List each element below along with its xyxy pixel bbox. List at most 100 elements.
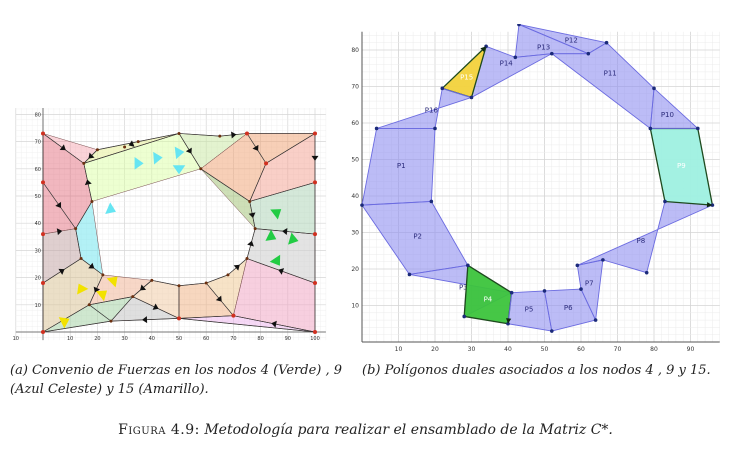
member-line	[249, 163, 267, 202]
polygon-label-p9: P9	[677, 162, 686, 170]
x-tick-label: 90	[687, 346, 695, 352]
node-point	[74, 227, 78, 231]
member-line	[151, 279, 180, 287]
caption-b: (b) Polígonos duales asociados a los nod…	[362, 363, 711, 378]
vertex-point	[466, 263, 470, 268]
vertex-point	[601, 258, 605, 262]
colored-force-arrow	[288, 232, 299, 245]
x-tick-label: 70	[614, 346, 622, 352]
node-point	[253, 227, 257, 231]
polygon-label-p1: P1	[397, 162, 406, 170]
vertex-point	[469, 95, 474, 100]
x-tick-label: 30	[121, 336, 127, 342]
x-tick-label: 90	[285, 336, 291, 342]
member-line	[206, 274, 229, 284]
colored-force-arrow	[270, 209, 282, 220]
polygon-label-p5: P5	[525, 306, 534, 314]
force-arrow	[84, 179, 92, 186]
colored-force-arrow	[58, 317, 70, 329]
colored-force-arrow	[265, 229, 277, 241]
vertex-point	[374, 126, 379, 131]
edge-arrowhead	[506, 318, 512, 324]
x-tick-label: 60	[203, 336, 209, 342]
node-point	[41, 180, 45, 185]
node-point	[131, 295, 135, 299]
member-line	[249, 182, 316, 202]
force-arrow	[58, 268, 65, 275]
vertex-point	[407, 272, 412, 277]
force-arrow	[140, 284, 147, 291]
vertex-point	[586, 51, 591, 56]
force-arrow	[233, 264, 240, 271]
vertex-point	[663, 199, 667, 204]
nodes	[41, 131, 317, 334]
node-point	[90, 199, 94, 203]
vertex-point	[429, 199, 434, 204]
node-point	[41, 232, 45, 237]
caption-a: (a) Convenio de Fuerzas en los nodos 4 (…	[10, 363, 343, 397]
x-tick-label: 10	[13, 336, 19, 342]
x-tick-label: 10	[67, 336, 73, 342]
y-tick-label: 20	[35, 276, 41, 282]
member-line	[89, 296, 133, 306]
node-point	[95, 148, 99, 152]
polygon-label-p11: P11	[604, 69, 617, 77]
member-line	[265, 133, 316, 164]
figure-text: Metodología para realizar el ensamblado …	[204, 422, 613, 438]
node-point	[245, 257, 249, 261]
x-tick-label: 60	[577, 346, 585, 352]
vertex-point	[517, 24, 521, 27]
y-tick-label: 60	[351, 120, 359, 127]
force-arrow	[252, 144, 259, 151]
y-tick-label: 40	[351, 193, 359, 200]
node-point	[231, 313, 236, 318]
force-arrow	[152, 303, 159, 310]
polygon-label-p4: P4	[484, 296, 493, 304]
x-tick-label: 100	[310, 336, 320, 342]
y-tick-label: 80	[351, 47, 359, 54]
figure-label: Figura 4.9:	[118, 422, 200, 438]
y-tick-label: 40	[35, 221, 41, 227]
member-line	[75, 228, 82, 259]
force-arrow	[231, 131, 237, 139]
member-line	[200, 168, 250, 202]
vertices	[360, 24, 715, 333]
node-point	[264, 161, 269, 166]
dual-polygons: P1 P2 P3 P4 P5 P6 P7 P8 P9 P10 P11 P12 P13 P14 P15 P16	[361, 24, 714, 332]
force-arrow	[282, 228, 288, 236]
member-line	[178, 133, 220, 137]
edge-arrowhead	[706, 202, 713, 208]
colored-force-arrow	[96, 290, 108, 302]
figure-caption: Figura 4.9: Metodología para realizar el…	[0, 422, 731, 438]
colored-force-arrow	[77, 283, 89, 295]
node-point	[136, 140, 140, 144]
node-point	[313, 232, 317, 237]
vertex-point	[550, 51, 554, 56]
node-point	[101, 273, 105, 277]
member-line	[138, 133, 180, 142]
x-tick-label: 40	[504, 346, 512, 352]
x-tick-label: 80	[650, 346, 658, 352]
node-point	[79, 257, 83, 261]
force-arrow	[142, 316, 148, 324]
node-point	[313, 330, 317, 334]
x-tick-label: 50	[541, 346, 549, 352]
colored-force-arrow	[269, 254, 281, 266]
node-point	[87, 303, 91, 307]
vertex-point	[433, 126, 437, 131]
node-point	[150, 278, 154, 282]
node-point	[226, 273, 230, 277]
node-point	[41, 330, 45, 334]
vertex-point	[542, 289, 547, 293]
y-tick-label: 50	[35, 194, 41, 200]
node-point	[199, 167, 203, 171]
y-tick-label: 50	[351, 157, 359, 164]
vertex-point	[652, 86, 656, 91]
force-arrow	[55, 201, 62, 208]
node-point	[41, 281, 45, 286]
vertex-point	[604, 40, 609, 45]
colored-force-arrow	[105, 202, 116, 214]
node-point	[177, 284, 181, 288]
polygon-label-p3: P3	[459, 283, 468, 291]
vertex-point	[593, 318, 598, 322]
